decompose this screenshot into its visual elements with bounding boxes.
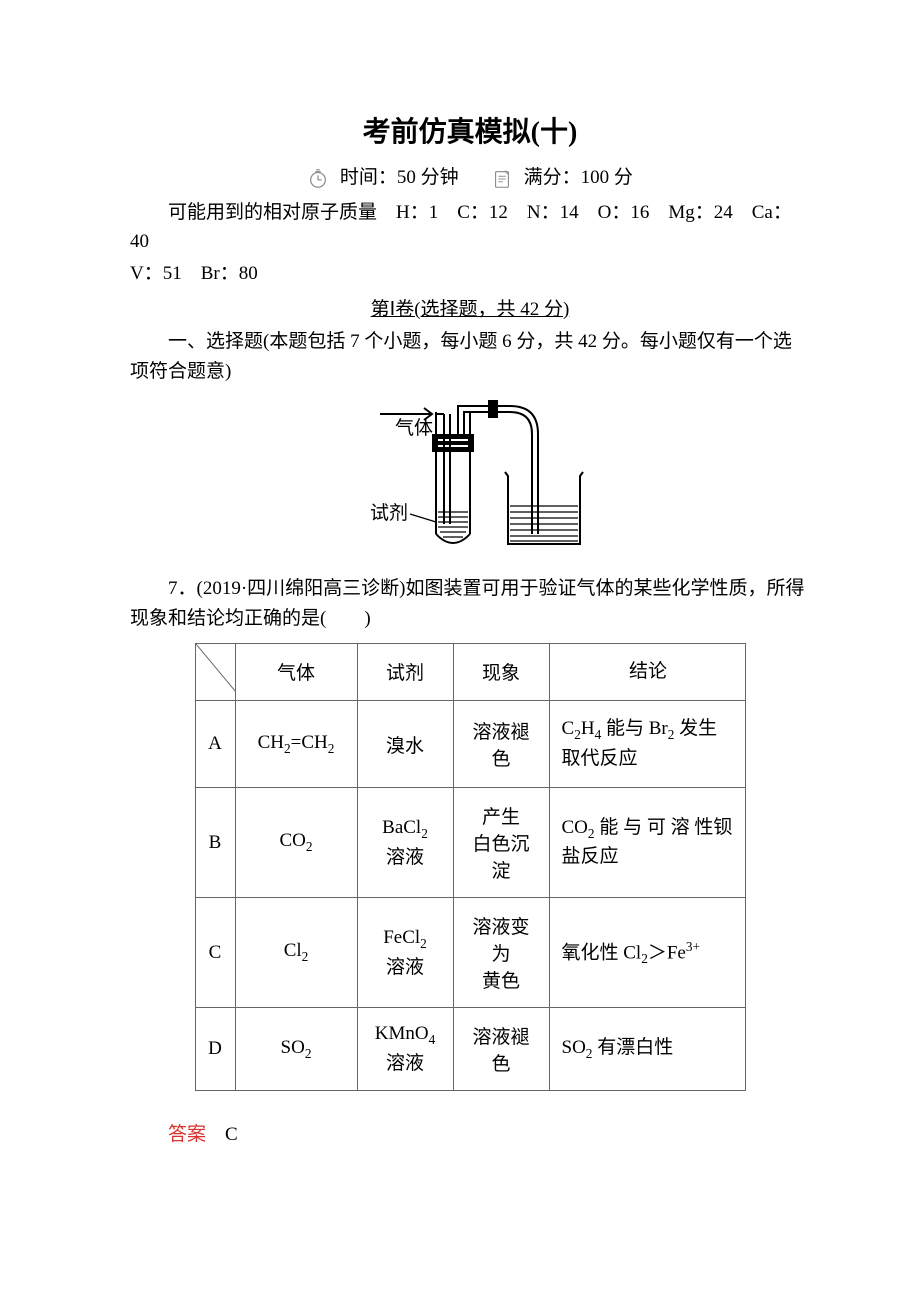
clock-icon — [307, 168, 329, 190]
cell-reagent: KMnO4溶液 — [357, 1008, 453, 1091]
cell-conclusion: C2H4 能与 Br2 发生取代反应 — [549, 701, 745, 788]
answer-line: 答案 C — [130, 1119, 810, 1146]
cell-gas: CH2=CH2 — [235, 701, 357, 788]
reagent-label-text: 试剂 — [370, 502, 408, 524]
header-reagent: 试剂 — [357, 643, 453, 701]
score-value: 100 分 — [581, 167, 633, 188]
header-gas: 气体 — [235, 643, 357, 701]
question-stem: 7．(2019·四川绵阳高三诊断)如图装置可用于验证气体的某些化学性质，所得现象… — [130, 574, 810, 635]
cell-opt: C — [195, 898, 235, 1008]
cell-phenomenon: 溶液褪色 — [453, 701, 549, 788]
table-header-row: 气体 试剂 现象 结论 — [195, 643, 745, 701]
answer-value: C — [225, 1124, 238, 1145]
cell-phenomenon: 溶液变为黄色 — [453, 898, 549, 1008]
cell-reagent: 溴水 — [357, 701, 453, 788]
table-row: B CO2 BaCl2溶液 产生白色沉淀 CO2 能 与 可 溶 性钡盐反应 — [195, 788, 745, 898]
instructions: 一、选择题(本题包括 7 个小题，每小题 6 分，共 42 分。每小题仅有一个选… — [130, 327, 810, 388]
time-value: 50 分钟 — [397, 167, 459, 188]
table-row: A CH2=CH2 溴水 溶液褪色 C2H4 能与 Br2 发生取代反应 — [195, 701, 745, 788]
time-label: 时间： — [340, 167, 397, 188]
page-title: 考前仿真模拟(十) — [130, 110, 810, 150]
cell-opt: D — [195, 1008, 235, 1091]
gas-label-text: 气体 — [395, 417, 433, 439]
cell-conclusion: SO2 有漂白性 — [549, 1008, 745, 1091]
score-label: 满分： — [524, 167, 581, 188]
cell-opt: A — [195, 701, 235, 788]
header-conclusion: 结论 — [549, 643, 745, 701]
cell-gas: CO2 — [235, 788, 357, 898]
table-row: C Cl2 FeCl2溶液 溶液变为黄色 氧化性 Cl2＞Fe3+ — [195, 898, 745, 1008]
section-header: 第Ⅰ卷(选择题，共 42 分) — [130, 294, 810, 321]
meta-row: 时间：50 分钟 满分：100 分 — [130, 162, 810, 190]
header-blank-cell — [195, 643, 235, 701]
header-phenomenon: 现象 — [453, 643, 549, 701]
answer-label: 答案 — [168, 1124, 206, 1145]
cell-reagent: BaCl2溶液 — [357, 788, 453, 898]
cell-gas: SO2 — [235, 1008, 357, 1091]
paper-icon — [491, 168, 513, 190]
atomic-masses-line1: 可能用到的相对原子质量 H：1 C：12 N：14 O：16 Mg：24 Ca：… — [130, 198, 810, 257]
cell-gas: Cl2 — [235, 898, 357, 1008]
apparatus-figure: 气体 — [130, 394, 810, 564]
cell-phenomenon: 产生白色沉淀 — [453, 788, 549, 898]
cell-opt: B — [195, 788, 235, 898]
cell-conclusion: CO2 能 与 可 溶 性钡盐反应 — [549, 788, 745, 898]
atomic-masses-line2: V：51 Br：80 — [130, 259, 810, 288]
question-number: 7． — [168, 578, 197, 599]
options-table: 气体 试剂 现象 结论 A CH2=CH2 溴水 溶液褪色 C2H4 能与 Br… — [195, 643, 746, 1092]
cell-conclusion: 氧化性 Cl2＞Fe3+ — [549, 898, 745, 1008]
table-row: D SO2 KMnO4溶液 溶液褪色 SO2 有漂白性 — [195, 1008, 745, 1091]
question-source: (2019·四川绵阳高三诊断) — [197, 578, 406, 599]
cell-reagent: FeCl2溶液 — [357, 898, 453, 1008]
cell-phenomenon: 溶液褪色 — [453, 1008, 549, 1091]
